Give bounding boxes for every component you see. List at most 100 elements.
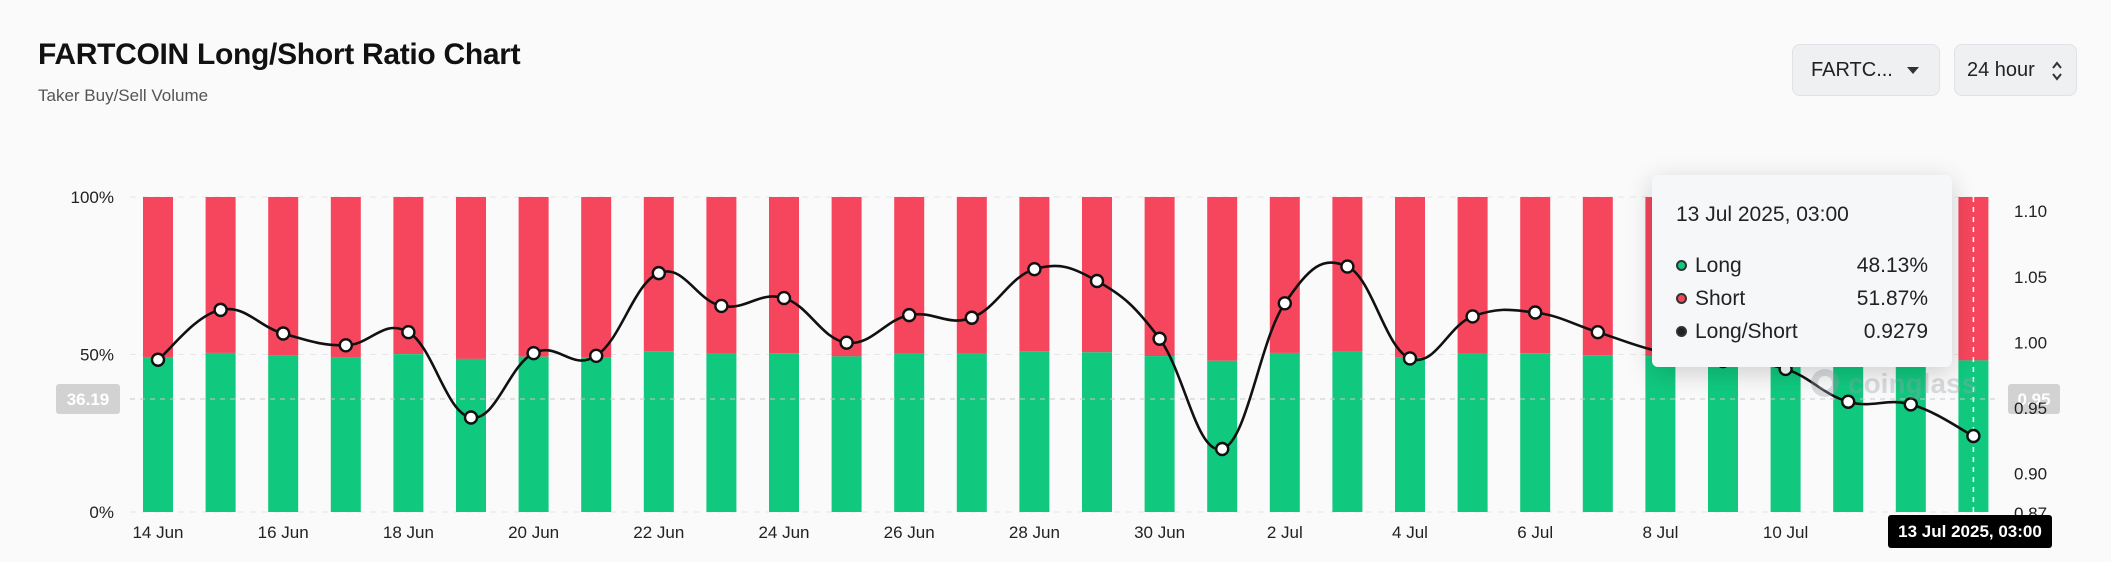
tooltip-row-long: Long 48.13%	[1676, 249, 1928, 282]
x-axis-tick: 18 Jun	[383, 523, 434, 542]
ratio-point	[839, 335, 854, 350]
crosshair-left-value: 36.19	[67, 390, 110, 409]
crosshair-right-value: 0.95	[2017, 390, 2050, 409]
long-bar	[1207, 360, 1238, 512]
long-bar	[1395, 357, 1425, 512]
short-bar	[581, 197, 612, 358]
short-bar	[1520, 197, 1551, 354]
range-select[interactable]: 24 hour	[1954, 44, 2077, 96]
right-axis-tick: 0.95	[2014, 399, 2047, 418]
ratio-point	[589, 348, 604, 364]
short-bar	[518, 197, 549, 357]
tooltip-row-short: Short 51.87%	[1676, 282, 1928, 315]
x-axis-tick: 4 Jul	[1392, 523, 1428, 542]
ratio-point	[401, 324, 416, 340]
short-bar	[1207, 197, 1238, 361]
short-bar	[894, 197, 925, 354]
x-axis-tick: 24 Jun	[758, 523, 809, 542]
short-bar	[956, 197, 987, 354]
ratio-point	[1527, 305, 1543, 320]
long-bar	[894, 353, 925, 512]
ratio-point	[651, 265, 666, 281]
right-axis-tick: 0.90	[2014, 465, 2047, 484]
chart-crosshair: 36.19 0.95	[56, 197, 2060, 512]
ratio-point	[1277, 296, 1293, 311]
long-bar	[1332, 351, 1363, 512]
long-bar	[831, 356, 862, 512]
long-bar	[518, 356, 549, 512]
ratio-line	[157, 261, 1974, 451]
ratio-point	[1402, 351, 1418, 366]
long-bar	[1708, 357, 1738, 512]
ratio-point	[1152, 331, 1167, 346]
long-bar	[1457, 353, 1488, 512]
coin-select[interactable]: FARTC...	[1792, 44, 1940, 96]
long-bar	[1833, 359, 1864, 512]
short-bar	[330, 197, 361, 358]
chevron-updown-icon	[2052, 61, 2062, 81]
ratio-dot-icon	[1676, 326, 1687, 337]
ratio-point	[1214, 441, 1230, 457]
short-bar	[1269, 197, 1300, 353]
short-bar	[1395, 197, 1425, 358]
ratio-point	[1840, 394, 1856, 409]
right-axis-tick: 1.00	[2014, 333, 2047, 352]
x-axis-tick: 28 Jun	[1009, 523, 1060, 542]
coin-select-value: FARTC...	[1811, 58, 1893, 81]
ratio-line-layer	[150, 259, 1981, 457]
tooltip-value: 51.87%	[1856, 286, 1928, 310]
short-bar	[706, 197, 737, 354]
long-bar	[268, 355, 299, 512]
ratio-point	[1590, 324, 1606, 340]
ratio-point	[964, 310, 979, 325]
ratio-point	[1089, 273, 1105, 289]
short-dot-icon	[1676, 293, 1687, 304]
long-bar	[1645, 356, 1676, 512]
svg-text:coinglass: coinglass	[1848, 368, 1977, 399]
x-axis-tick: 8 Jul	[1642, 523, 1678, 542]
tooltip-value: 0.9279	[1863, 319, 1928, 343]
x-axis-tick: 16 Jun	[258, 523, 309, 542]
short-bar	[769, 197, 799, 354]
tooltip-panel: 13 Jul 2025, 03:00 Long 48.13% Short 51.…	[1652, 175, 1952, 367]
short-bar	[1144, 197, 1175, 357]
tooltip-label: Long	[1695, 253, 1742, 277]
right-axis-tick: 1.05	[2014, 268, 2047, 287]
long-bar	[581, 357, 612, 512]
long-bar	[1770, 358, 1801, 512]
ratio-point	[1465, 309, 1480, 324]
caret-down-icon	[1907, 67, 1919, 74]
long-bar	[1895, 359, 1926, 512]
right-axis-tick: 1.10	[2014, 202, 2047, 221]
long-bar	[143, 357, 173, 512]
long-bar	[393, 354, 424, 512]
short-bar	[831, 197, 862, 357]
long-bar	[456, 358, 486, 512]
long-bar	[643, 351, 674, 512]
ratio-point	[902, 307, 917, 323]
ratio-point	[776, 290, 792, 306]
ratio-point	[1027, 261, 1042, 277]
long-bar	[205, 352, 236, 512]
ratio-point	[1340, 259, 1355, 274]
tooltip-date: 13 Jul 2025, 03:00	[1676, 203, 1849, 226]
long-bar	[1019, 351, 1050, 512]
ratio-point	[463, 410, 479, 425]
ratio-point	[338, 338, 353, 353]
ratio-point	[526, 345, 541, 361]
crosshair-date-label: 13 Jul 2025, 03:00	[1888, 515, 2052, 548]
ratio-point	[213, 302, 228, 318]
ratio-point	[276, 326, 291, 341]
x-axis-tick: 22 Jun	[633, 523, 684, 542]
x-axis-tick: 2 Jul	[1267, 523, 1303, 542]
long-bar	[769, 353, 799, 512]
long-bar	[1144, 356, 1175, 512]
long-bar	[1520, 353, 1551, 512]
left-axis-tick: 100%	[71, 188, 114, 207]
crosshair-right-tag	[2008, 384, 2060, 414]
short-bar	[143, 197, 173, 358]
x-axis-tick: 6 Jul	[1517, 523, 1553, 542]
tooltip-label: Long/Short	[1695, 319, 1798, 343]
short-bar	[1457, 197, 1488, 354]
